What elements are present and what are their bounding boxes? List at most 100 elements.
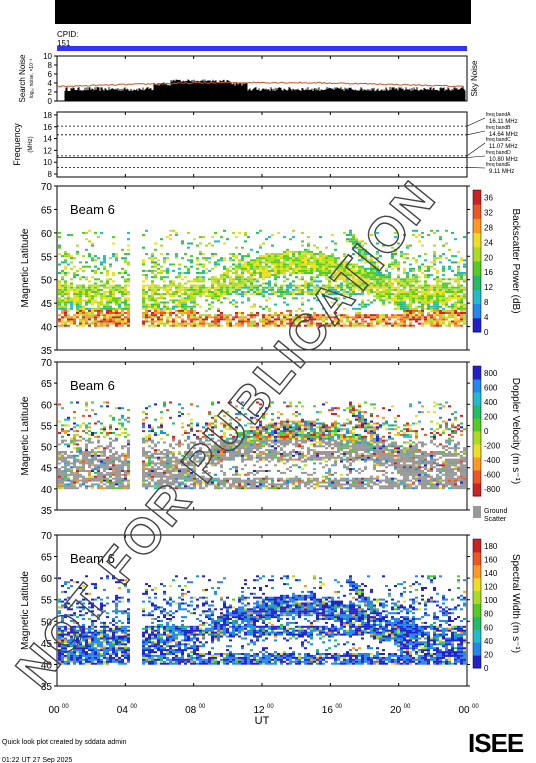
data-cell [157,481,160,484]
data-cell [91,307,94,310]
data-cell [121,322,124,325]
data-cell [127,320,130,323]
data-cell [271,288,274,291]
data-cell [382,263,385,266]
data-cell [232,481,235,484]
data-cell [127,261,130,264]
data-cell [457,269,460,272]
data-cell [406,303,409,306]
data-cell [262,267,265,270]
data-cell [196,422,199,425]
data-cell [442,320,445,323]
data-cell [229,443,232,446]
data-cell [160,253,163,255]
data-cell [151,316,154,319]
data-cell [235,257,238,260]
colorbar-tick-label: 12 [484,283,493,292]
data-cell [67,470,70,472]
data-cell [145,276,148,279]
data-cell [73,320,76,323]
data-cell [376,293,379,296]
data-cell [262,265,265,268]
data-cell [253,473,256,476]
data-cell [175,303,178,306]
data-cell [232,282,235,285]
data-cell [247,454,250,457]
data-cell [310,318,313,321]
data-cell [226,458,229,461]
data-cell [142,475,145,478]
data-cell [457,272,460,274]
data-cell [217,314,220,317]
data-cell [319,280,322,283]
data-cell [223,316,226,319]
data-cell [421,244,424,247]
data-cell [145,466,148,469]
data-cell [265,272,268,274]
data-cell [118,284,121,287]
data-cell [277,286,280,289]
data-cell [418,322,421,325]
data-cell [424,286,427,289]
data-cell [313,286,316,289]
data-cell [361,269,364,272]
data-cell [352,284,355,287]
data-cell [118,464,121,467]
data-cell [223,267,226,270]
data-cell [181,257,184,260]
data-cell [88,288,91,291]
data-cell [304,248,307,251]
data-cell [145,303,148,306]
data-cell [439,291,442,293]
data-cell [166,483,169,486]
data-cell [211,305,214,308]
data-cell [94,475,97,478]
data-cell [385,284,388,287]
data-cell [442,284,445,287]
data-cell [307,282,310,285]
data-cell [256,430,259,433]
data-cell [103,316,106,319]
data-cell [145,452,148,455]
colorbar-tick-label: 32 [484,208,493,217]
data-cell [61,452,64,455]
data-cell [187,471,190,474]
data-cell [184,297,187,300]
data-cell [58,320,61,323]
data-cell [274,422,277,425]
data-cell [205,477,208,480]
data-cell [439,238,442,241]
data-cell [274,426,277,429]
data-cell [226,293,229,296]
data-cell [343,265,346,268]
data-cell [460,284,463,287]
data-cell [85,479,88,482]
data-cell [229,445,232,448]
data-cell [463,295,466,298]
data-cell [226,291,229,293]
data-cell [178,452,181,455]
data-cell [199,280,202,283]
data-cell [109,441,112,444]
data-cell [178,451,181,453]
data-cell [268,316,271,319]
data-cell [256,443,259,446]
data-cell [121,267,124,270]
data-cell [82,293,85,296]
data-cell [202,257,205,260]
data-cell [151,272,154,274]
data-cell [235,276,238,279]
data-cell [175,460,178,463]
data-cell [124,460,127,463]
data-cell [247,443,250,446]
data-cell [247,481,250,484]
data-cell [361,250,364,253]
data-cell [163,432,166,434]
data-cell [280,265,283,268]
data-cell [277,265,280,268]
data-cell [406,284,409,287]
data-cell [238,261,241,264]
data-cell [142,430,145,433]
data-cell [271,432,274,434]
data-cell [250,272,253,274]
